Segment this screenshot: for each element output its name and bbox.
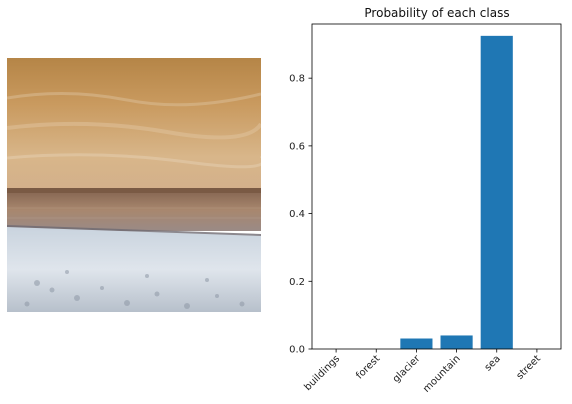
x-tick-label: sea bbox=[483, 353, 503, 373]
y-tick-label: 0.0 bbox=[289, 345, 305, 356]
bars-layer bbox=[400, 35, 513, 349]
axes-frame bbox=[311, 23, 562, 350]
bar-mountain bbox=[440, 335, 473, 349]
beach-photo-icon bbox=[7, 58, 261, 312]
y-tick-label: 0.8 bbox=[289, 74, 305, 85]
x-tick-label: glacier bbox=[391, 353, 423, 385]
bar-sea bbox=[480, 35, 513, 349]
input-image bbox=[7, 58, 261, 312]
x-tick-label: street bbox=[515, 353, 544, 382]
bar-glacier bbox=[400, 338, 433, 349]
x-tick-label: forest bbox=[354, 353, 382, 381]
y-tick-label: 0.6 bbox=[289, 141, 305, 152]
y-tick-label: 0.4 bbox=[289, 209, 305, 220]
x-tick-label: buildings bbox=[302, 353, 342, 393]
x-tick-label: mountain bbox=[421, 353, 463, 395]
y-tick-label: 0.2 bbox=[289, 277, 305, 288]
chart-title: Probability of each class bbox=[364, 6, 509, 20]
